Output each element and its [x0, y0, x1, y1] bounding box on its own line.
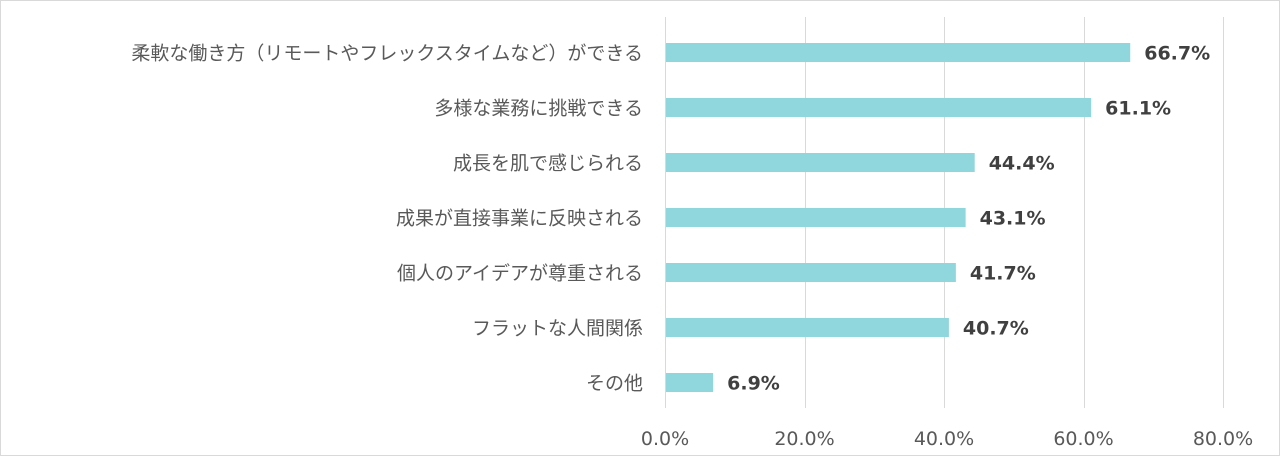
bar: [666, 98, 1092, 117]
category-label: 個人のアイデアが尊重される: [397, 263, 643, 285]
category-label: その他: [586, 373, 643, 395]
value-label: 6.9%: [727, 373, 780, 395]
value-label: 43.1%: [980, 208, 1046, 230]
bar: [666, 318, 949, 337]
value-label: 44.4%: [989, 153, 1055, 175]
x-axis-ticks: 0.0% 20.0% 40.0% 60.0% 80.0%: [641, 428, 1253, 450]
bar: [666, 153, 975, 172]
bar: [666, 263, 956, 282]
x-tick-label: 60.0%: [1053, 428, 1113, 450]
bar: [666, 43, 1131, 62]
category-label: 柔軟な働き方（リモートやフレックスタイムなど）ができる: [131, 43, 643, 65]
category-label: フラットな人間関係: [472, 318, 643, 340]
category-label: 多様な業務に挑戦できる: [434, 98, 643, 120]
labels: 柔軟な働き方（リモートやフレックスタイムなど）ができる 66.7% 多様な業務に挑戦…: [131, 43, 1210, 395]
x-tick-label: 0.0%: [641, 428, 689, 450]
x-tick-label: 40.0%: [914, 428, 974, 450]
bar: [666, 373, 714, 392]
value-label: 61.1%: [1105, 98, 1171, 120]
x-tick-label: 20.0%: [774, 428, 834, 450]
category-label: 成長を肌で感じられる: [453, 153, 643, 175]
value-label: 41.7%: [970, 263, 1036, 285]
x-tick-label: 80.0%: [1193, 428, 1253, 450]
category-label: 成果が直接事業に反映される: [396, 208, 643, 230]
value-label: 40.7%: [963, 318, 1029, 340]
bars: [666, 43, 1131, 392]
bar: [666, 208, 966, 227]
value-label: 66.7%: [1144, 43, 1210, 65]
